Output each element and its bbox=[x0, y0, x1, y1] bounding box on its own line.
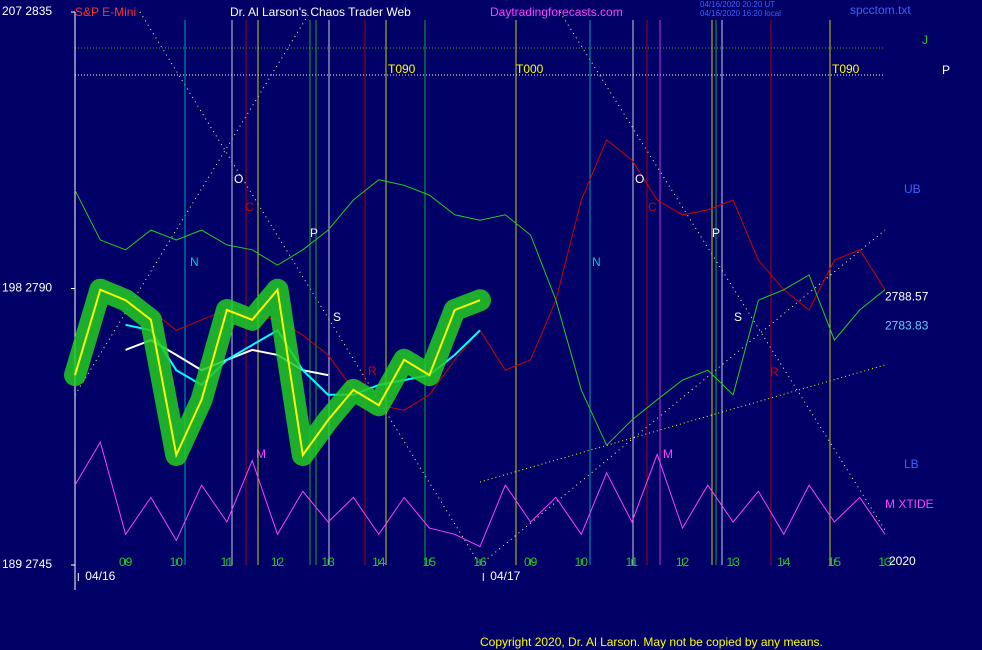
symbol: S&P E-Mini bbox=[75, 5, 136, 19]
x-tick-label: 15 bbox=[423, 555, 437, 569]
series-line bbox=[74, 440, 886, 548]
file-name: spcctom.txt bbox=[850, 3, 911, 17]
marker-letter: M bbox=[256, 447, 266, 461]
price-label: 2788.57 bbox=[885, 289, 929, 303]
site: Daytradingforecasts.com bbox=[490, 5, 623, 19]
x-tick-label: 14 bbox=[777, 555, 791, 569]
x-tick-label: 15 bbox=[828, 555, 842, 569]
marker-letter: R bbox=[770, 365, 779, 379]
marker-letter: N bbox=[592, 255, 601, 269]
marker-letter: M bbox=[663, 447, 673, 461]
x-tick-label: 09 bbox=[524, 555, 538, 569]
side-label: 2020 bbox=[889, 554, 916, 568]
copyright: Copyright 2020, Dr. Al Larson. May not b… bbox=[480, 635, 823, 649]
marker-letter: P bbox=[310, 226, 318, 240]
side-label: P bbox=[942, 63, 950, 77]
x-tick-label: 16 bbox=[473, 555, 487, 569]
gann-line bbox=[139, 11, 481, 566]
x-tick-label: 10 bbox=[170, 555, 184, 569]
y-tick-label: 198 2790 bbox=[2, 281, 52, 295]
x-tick-label: 12 bbox=[676, 555, 690, 569]
x-tick-label: 09 bbox=[119, 555, 133, 569]
y-tick-label: 207 2835 bbox=[2, 4, 52, 18]
title: Dr. Al Larson's Chaos Trader Web bbox=[230, 5, 411, 19]
marker-letter: S bbox=[333, 310, 341, 324]
price-label: 2783.83 bbox=[885, 319, 929, 333]
side-label: LB bbox=[904, 457, 919, 471]
marker-letter: C bbox=[648, 200, 657, 214]
marker-letter: N bbox=[190, 255, 199, 269]
time-label: T090 bbox=[832, 62, 860, 76]
date-label: 04/17 bbox=[490, 569, 520, 583]
x-tick-label: 13 bbox=[878, 555, 892, 569]
marker-letter: R bbox=[368, 364, 377, 378]
stamp: 04/16/2020 20:20 UT bbox=[700, 0, 775, 9]
x-tick-label: 10 bbox=[575, 555, 589, 569]
x-tick-label: 11 bbox=[626, 555, 639, 569]
time-label: T090 bbox=[388, 62, 416, 76]
x-tick-label: 11 bbox=[221, 555, 234, 569]
x-tick-label: 12 bbox=[271, 555, 285, 569]
side-label: M XTIDE bbox=[885, 497, 934, 511]
time-label: T000 bbox=[516, 62, 544, 76]
side-label: J bbox=[922, 33, 928, 47]
marker-letter: C bbox=[245, 200, 254, 214]
marker-letter: O bbox=[234, 172, 243, 186]
x-tick-label: 13 bbox=[726, 555, 740, 569]
y-tick-label: 189 2745 bbox=[2, 557, 52, 571]
series-line bbox=[74, 287, 481, 459]
series-line bbox=[74, 179, 886, 447]
stamp: 04/16/2020 16:20 local bbox=[700, 9, 781, 18]
marker-letter: S bbox=[734, 310, 742, 324]
marker-letter: O bbox=[635, 172, 644, 186]
marker-letter: P bbox=[712, 226, 720, 240]
x-tick-label: 14 bbox=[372, 555, 386, 569]
x-tick-label: 13 bbox=[321, 555, 335, 569]
date-label: 04/16 bbox=[85, 569, 115, 583]
side-label: UB bbox=[904, 182, 921, 196]
